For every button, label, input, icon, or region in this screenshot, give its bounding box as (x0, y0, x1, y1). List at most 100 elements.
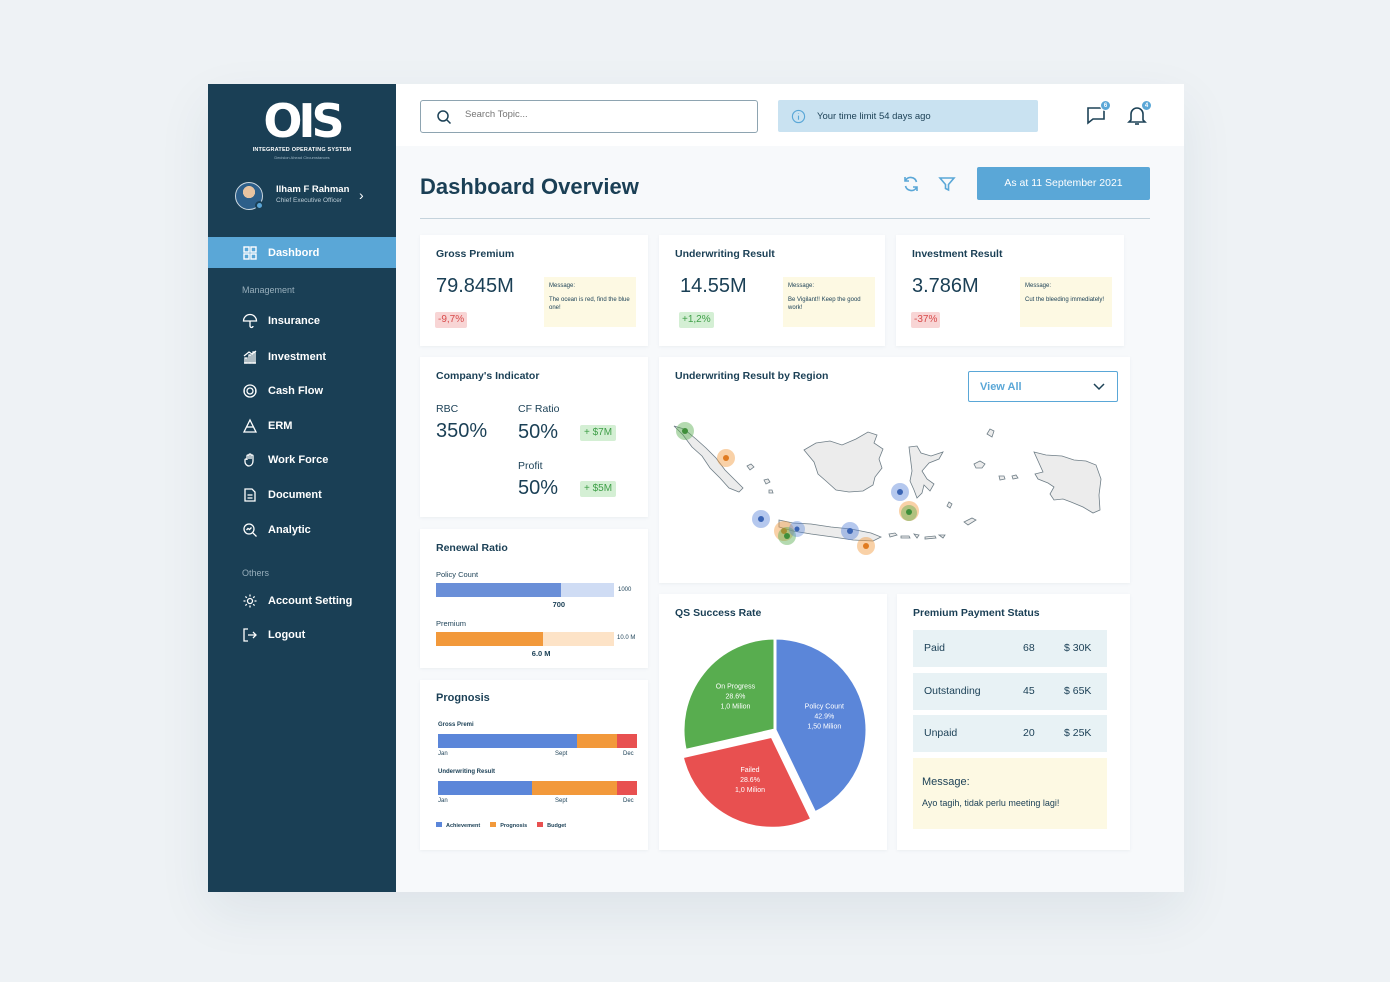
message-label: Message: (1025, 283, 1052, 289)
legend-label: Budget (547, 823, 567, 829)
sidebar-item-work-force[interactable]: Work Force (242, 451, 328, 469)
riau-islands[interactable] (746, 463, 774, 494)
marker-dot (781, 528, 787, 534)
kpi-value: 14.55M (680, 275, 747, 297)
legend-achievement: Achievement (436, 822, 480, 829)
rbc-label: RBC (436, 403, 459, 415)
brand-name: INTEGRATED OPERATING SYSTEM (252, 147, 352, 153)
pie-slice-policy-count[interactable] (773, 636, 869, 815)
payment-row-unpaid[interactable]: Unpaid 20 $ 25K (913, 715, 1107, 752)
payment-row-paid[interactable]: Paid 68 $ 30K (913, 630, 1107, 667)
message-text: The ocean is red, find the blue one! (549, 297, 630, 311)
prognosis-bar-underwriting-result (438, 781, 637, 795)
kpi-change: -9,7% (435, 312, 468, 328)
nusa-tenggara-islands[interactable] (888, 532, 946, 540)
dropdown-value: View All (980, 381, 1022, 393)
pie-slice-failed[interactable] (680, 734, 814, 830)
marker-dot (682, 428, 688, 434)
payment-status: Outstanding (924, 685, 981, 697)
profit-delta: + $5M (580, 481, 617, 497)
logo-mark: OIS (263, 94, 344, 148)
marker-dot (863, 543, 869, 549)
kpi-card-underwriting-result[interactable]: Underwriting Result 14.55M +1,2% Message… (659, 235, 885, 346)
refresh-button[interactable] (901, 174, 923, 196)
legend-budget: Budget (537, 822, 566, 829)
sidebar-item-account-setting[interactable]: Account Setting (242, 592, 352, 610)
kpi-card-gross-premium[interactable]: Gross Premium 79.845M -9,7% Message: The … (420, 235, 648, 346)
sidebar-item-dashboard[interactable] (208, 237, 396, 268)
sidebar-item-analytic[interactable]: Analytic (242, 521, 311, 539)
sidebar-item-logout[interactable]: Logout (242, 626, 305, 644)
marker-dot (758, 516, 764, 522)
message-text: Be Vigilant!! Keep the good work! (788, 297, 861, 311)
pie-label: Policy Count (805, 704, 844, 711)
halmahera-island[interactable] (986, 428, 995, 438)
search-input[interactable] (465, 109, 745, 120)
sidebar-item-label: Dashbord (268, 247, 320, 259)
cash-flow-icon (243, 384, 257, 398)
qs-pie-chart[interactable]: Policy Count 42.9% 1,50 Milion Failed 28.6% 1… (675, 630, 875, 830)
timor-island[interactable] (963, 517, 977, 526)
prognosis-segment-achievement (438, 734, 578, 748)
sidebar-item-insurance[interactable]: Insurance (242, 312, 320, 330)
sumatra-island[interactable] (673, 425, 744, 493)
cf-ratio-value: 50% (518, 421, 559, 443)
policy-count-actual-bar (436, 583, 561, 597)
policy-value-label: 700 (552, 600, 566, 609)
pie-label: 1,0 Milion (720, 703, 750, 710)
filter-icon (938, 177, 956, 192)
sidebar-item-document[interactable]: Document (242, 486, 322, 504)
pie-slice-on-progress[interactable] (681, 636, 777, 753)
small-islands[interactable] (946, 474, 1019, 509)
policy-target-label: 1000 (618, 587, 632, 593)
sidebar-item-dashboard-content[interactable]: Dashbord (242, 244, 319, 262)
premium-target-label: 10.0 M (617, 635, 636, 641)
legend-prognosis: Prognosis (490, 822, 527, 829)
filter-button[interactable] (937, 174, 959, 196)
sidebar-item-label: Document (268, 489, 322, 501)
chevron-right-icon[interactable]: › (359, 187, 364, 203)
month-label: Sept (555, 751, 568, 757)
sidebar-item-label: Logout (268, 629, 306, 641)
sidebar-item-erm[interactable]: ERM (242, 417, 292, 435)
sidebar-item-label: Cash Flow (268, 385, 324, 397)
hand-icon (244, 453, 254, 467)
user-profile[interactable]: Ilham F Rahman Chief Executive Officer › (235, 182, 385, 212)
kpi-change: +1,2% (679, 312, 714, 328)
header-divider (420, 218, 1150, 219)
message-text: Cut the bleeding immediately! (1025, 297, 1105, 303)
kalimantan-island[interactable] (803, 431, 884, 493)
sidebar-item-cash-flow[interactable]: Cash Flow (242, 382, 323, 400)
marker-dot (897, 489, 903, 495)
region-map-card: Underwriting Result by Region View All (659, 357, 1130, 583)
chat-badge: 6 (1100, 100, 1111, 111)
grid-icon (243, 246, 257, 260)
prognosis-segment-prognosis (577, 734, 618, 748)
region-markers (676, 422, 919, 555)
card-title: QS Success Rate (675, 607, 762, 619)
papua-island[interactable] (1033, 451, 1102, 514)
search-box[interactable] (420, 100, 758, 133)
pie-label: Failed (740, 767, 759, 774)
date-button[interactable]: As at 11 September 2021 (977, 167, 1150, 200)
premium-payment-card: Premium Payment Status Paid 68 $ 30K Out… (897, 594, 1130, 850)
marker-dot (794, 526, 800, 532)
prognosis-segment-achievement (438, 781, 532, 795)
legend-label: Achievement (446, 823, 481, 829)
rbc-value: 350% (436, 420, 488, 442)
payment-row-outstanding[interactable]: Outstanding 45 $ 65K (913, 673, 1107, 710)
kpi-card-investment-result[interactable]: Investment Result 3.786M -37% Message: Cu… (896, 235, 1124, 346)
notification-button[interactable]: 4 (1126, 100, 1152, 128)
sulawesi-island[interactable] (908, 445, 944, 499)
sidebar-item-label: Insurance (268, 315, 320, 327)
pie-label: 42.9% (814, 714, 834, 721)
chat-button[interactable]: 6 (1085, 100, 1111, 128)
java-island[interactable] (778, 519, 882, 542)
sidebar-item-investment[interactable]: Investment (242, 348, 326, 366)
indonesia-map[interactable] (669, 412, 1119, 572)
maluku-island[interactable] (973, 460, 986, 469)
brand-logo[interactable]: OIS INTEGRATED OPERATING SYSTEM Decision… (208, 98, 396, 160)
view-all-dropdown[interactable]: View All (968, 371, 1118, 402)
prognosis-chart-a-label: Gross Premi (438, 722, 474, 728)
cf-ratio-label: CF Ratio (518, 403, 560, 415)
